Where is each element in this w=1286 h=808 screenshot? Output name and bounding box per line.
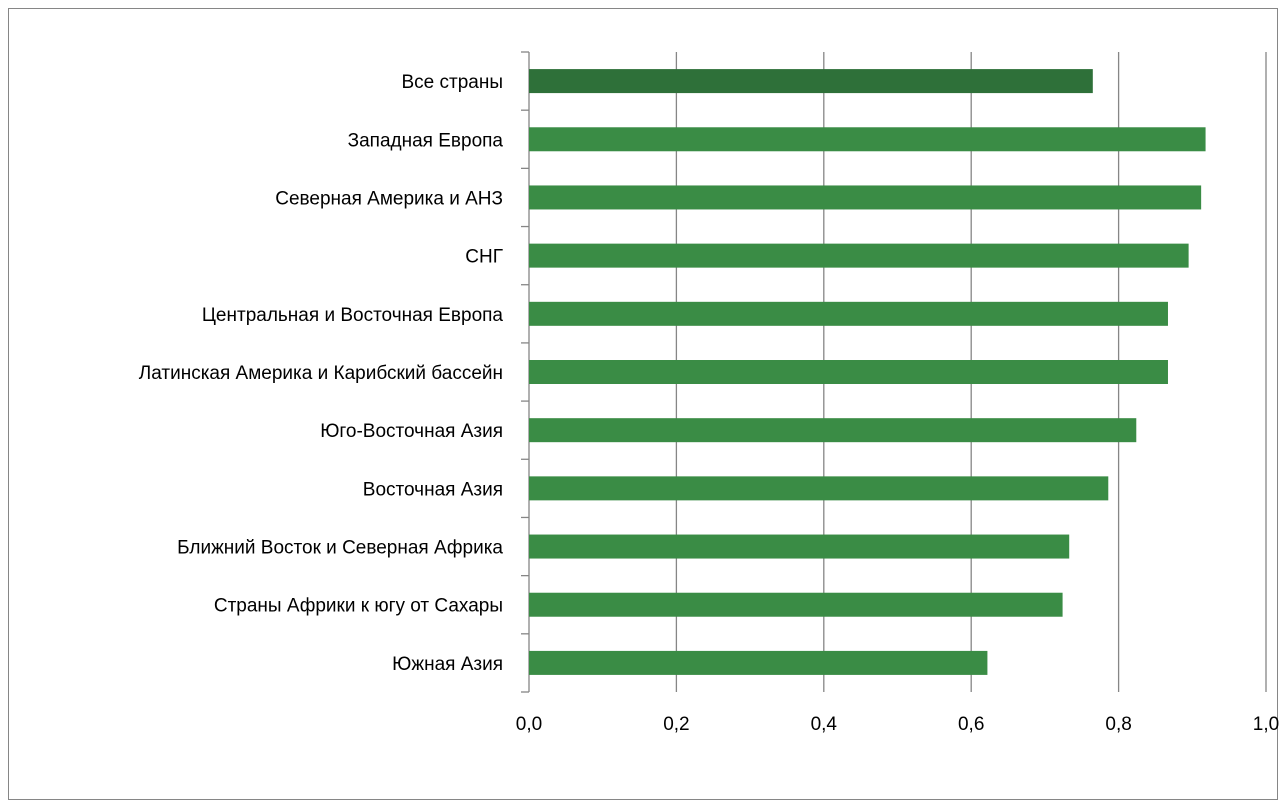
category-label: Ближний Восток и Северная Африка (177, 538, 503, 559)
bar-1 (529, 127, 1206, 152)
bar-10 (529, 650, 988, 675)
bar-2 (529, 185, 1202, 210)
category-label: Страны Африки к югу от Сахары (214, 596, 503, 617)
x-tick-label: 0,8 (1105, 714, 1131, 735)
category-label: Центральная и Восточная Европа (202, 305, 504, 326)
bar-5 (529, 360, 1168, 384)
category-label: Южная Азия (392, 654, 503, 675)
category-label: Латинская Америка и Карибский бассейн (139, 363, 503, 384)
x-tick-label: 1,0 (1253, 714, 1279, 735)
category-label: Северная Америка и АНЗ (275, 188, 503, 209)
x-tick-label: 0,4 (811, 714, 838, 735)
x-tick-label: 0,0 (516, 714, 542, 735)
category-label: Западная Европа (348, 130, 504, 151)
x-tick-label: 0,6 (958, 714, 984, 735)
bar-9 (529, 592, 1063, 617)
bar-4 (529, 301, 1168, 326)
bar-6 (529, 418, 1137, 443)
category-label: Восточная Азия (363, 479, 503, 500)
bar-3 (529, 243, 1189, 268)
category-label: Все страны (401, 72, 503, 93)
category-label: СНГ (465, 247, 503, 268)
bar-7 (529, 476, 1109, 501)
category-label: Юго-Восточная Азия (320, 421, 503, 442)
bar-8 (529, 534, 1070, 559)
bar-0 (529, 69, 1093, 94)
x-tick-label: 0,2 (663, 714, 689, 735)
